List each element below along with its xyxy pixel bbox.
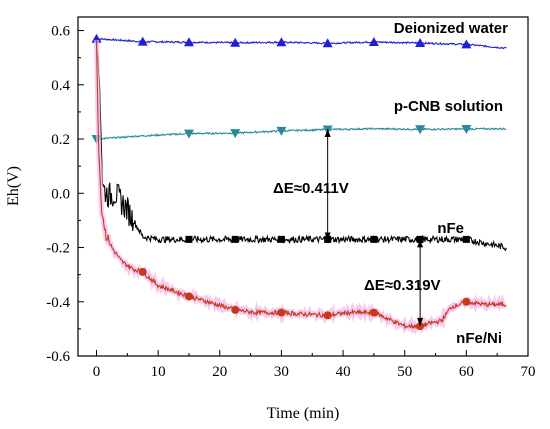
plot-frame xyxy=(77,16,529,357)
data-point-marker xyxy=(138,267,147,276)
data-point-marker xyxy=(461,125,472,135)
data-point-marker xyxy=(276,126,287,136)
x-tick-label: 0 xyxy=(93,364,101,380)
x-tick-label: 50 xyxy=(397,364,412,380)
x-axis-ticks: 0 10 20 30 40 50 60 70 xyxy=(93,350,536,380)
data-point-marker xyxy=(369,308,378,317)
y-tick-label: -0.4 xyxy=(46,295,70,311)
series-line xyxy=(95,40,507,330)
data-point-marker xyxy=(323,311,332,320)
delta-e-label-1: ΔE≈0.411V xyxy=(273,180,349,197)
data-point-marker xyxy=(230,37,241,47)
series-label-deionized-water: Deionized water xyxy=(394,20,508,37)
y-axis-title: Eh(V) xyxy=(5,166,22,206)
data-point-marker xyxy=(462,297,471,306)
data-point-marker xyxy=(461,39,472,49)
data-point-marker xyxy=(231,305,240,314)
series-label-nfe-ni: nFe/Ni xyxy=(456,330,502,347)
x-tick-label: 10 xyxy=(151,364,166,380)
y-tick-label: 0.0 xyxy=(51,186,70,202)
data-point-marker xyxy=(370,235,378,243)
y-tick-label: -0.6 xyxy=(46,349,70,365)
series-nfe-ni xyxy=(94,40,508,335)
y-tick-label: 0.2 xyxy=(51,132,70,148)
series-nfe xyxy=(95,41,507,252)
series-label-p-cnb-solution: p-CNB solution xyxy=(394,98,503,115)
x-tick-label: 30 xyxy=(274,364,289,380)
data-point-marker xyxy=(416,322,425,331)
delta-e-arrow-2 xyxy=(417,239,424,326)
data-point-marker xyxy=(230,129,241,139)
data-point-marker xyxy=(276,37,287,47)
data-point-marker xyxy=(231,235,239,243)
data-point-marker xyxy=(415,125,426,135)
data-point-marker xyxy=(183,37,194,47)
series-label-nfe: nFe xyxy=(437,220,464,237)
y-axis-ticks: -0.6 -0.4 -0.2 0.0 0.2 0.4 0.6 xyxy=(46,24,84,365)
data-point-marker xyxy=(184,292,193,301)
data-point-marker xyxy=(322,38,333,48)
data-point-marker xyxy=(277,235,285,243)
x-axis-title: Time (min) xyxy=(267,405,340,422)
y-tick-label: -0.2 xyxy=(46,241,70,257)
series-deionized-water xyxy=(91,33,507,50)
data-point-marker xyxy=(183,129,194,139)
delta-e-label-2: ΔE≈0.319V xyxy=(364,277,441,294)
data-point-marker xyxy=(137,36,148,46)
data-point-marker xyxy=(462,235,470,243)
x-tick-label: 40 xyxy=(336,364,351,380)
series-layer xyxy=(91,33,508,335)
series-p-cnb-solution xyxy=(91,125,507,145)
x-tick-label: 70 xyxy=(521,364,536,380)
delta-e-arrow-1 xyxy=(324,129,331,241)
series-line xyxy=(96,37,507,50)
y-tick-label: 0.6 xyxy=(51,24,70,40)
x-tick-label: 20 xyxy=(212,364,227,380)
data-point-marker xyxy=(277,308,286,317)
annotation-layer xyxy=(324,129,424,326)
series-line xyxy=(95,41,507,252)
data-point-marker xyxy=(368,36,379,46)
data-point-marker xyxy=(185,235,193,243)
series-line xyxy=(96,127,507,141)
data-point-marker xyxy=(415,38,426,48)
x-tick-label: 60 xyxy=(459,364,474,380)
y-tick-label: 0.4 xyxy=(51,78,70,94)
